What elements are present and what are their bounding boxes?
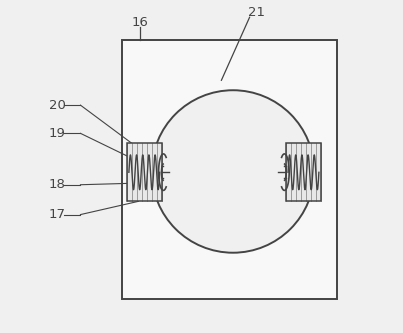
Bar [122, 41, 337, 299]
Text: 20: 20 [49, 99, 66, 112]
Bar [127, 143, 162, 201]
Text: 18: 18 [49, 178, 66, 191]
Text: 17: 17 [49, 208, 66, 221]
Circle shape [152, 90, 314, 253]
Text: 19: 19 [49, 127, 66, 140]
Bar [286, 143, 321, 201]
Text: 21: 21 [248, 6, 265, 19]
Text: 16: 16 [132, 16, 149, 29]
